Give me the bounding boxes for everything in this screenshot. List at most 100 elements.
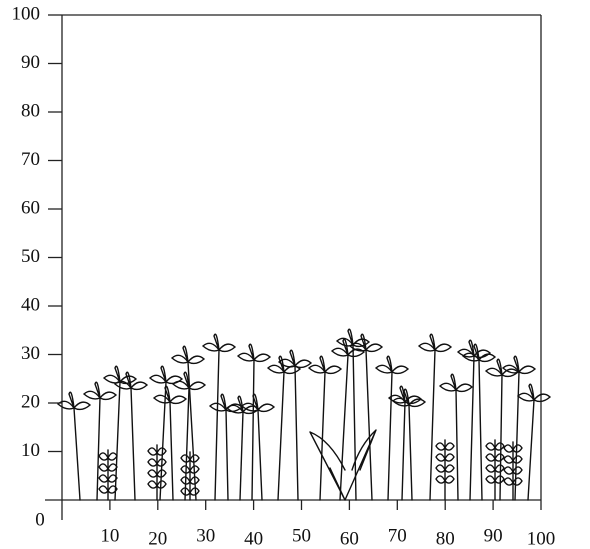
plant-stem [96, 397, 101, 501]
y-tick-label: 10 [21, 440, 40, 461]
plant-leaf [513, 355, 520, 373]
plant-leaf [494, 442, 505, 451]
plant-leaf [403, 388, 410, 406]
plant-stem [401, 401, 406, 501]
plant-leaf [501, 364, 520, 374]
plant-leaf [171, 380, 190, 390]
plant-leaf [512, 466, 523, 475]
plant-leaf [485, 453, 496, 462]
plant-leaf [107, 474, 118, 483]
x-tick-label: 10 [100, 525, 119, 546]
plant-stem [527, 399, 535, 501]
plant-leaf [503, 455, 514, 464]
plant-leaf [119, 375, 138, 385]
plant-leaf [208, 402, 227, 412]
x-tick-label: 80 [436, 528, 455, 549]
plant-leaf [278, 355, 285, 373]
plant-leaf [147, 469, 158, 478]
plant-drawing [56, 328, 552, 501]
plant-leaf [237, 395, 244, 413]
plant-stem [214, 349, 220, 501]
plant-stem [469, 355, 475, 501]
plant-leaf [330, 347, 349, 357]
plant-leaf [82, 390, 101, 400]
plant-stem [387, 371, 393, 501]
plant-leaf [152, 394, 171, 404]
y-tick-label: 40 [21, 294, 40, 315]
plant-leaf [180, 476, 191, 485]
plant-leaf [444, 453, 455, 462]
plant-leaf [107, 463, 118, 472]
plant-leaf [68, 391, 75, 409]
plant-leaf [503, 444, 514, 453]
plant-leaf [164, 385, 171, 403]
plant-leaf [147, 480, 158, 489]
plant-stem [319, 371, 326, 501]
plant-leaf [289, 349, 296, 367]
plant-leaf [456, 348, 475, 358]
plant-leaf [189, 465, 200, 474]
plant-leaf [156, 469, 167, 478]
plant-stem [73, 407, 81, 501]
plant-leaf [307, 364, 326, 374]
plant-stem [187, 361, 197, 501]
plant-leaf [391, 365, 410, 375]
plant-leaf [257, 403, 276, 413]
plant-leaf [503, 466, 514, 475]
plant-leaf [365, 343, 384, 353]
plant-leaf [56, 400, 75, 410]
plant-leaf [187, 355, 206, 365]
plant-leaf [324, 365, 343, 375]
plant-leaf [408, 398, 427, 408]
plant-leaf [494, 475, 505, 484]
plant-stem [352, 344, 357, 501]
plant-leaf [169, 395, 188, 405]
plant-leaf [319, 355, 326, 373]
plant-leaf [309, 429, 377, 501]
plant-leaf [485, 464, 496, 473]
plant-leaf [473, 343, 480, 361]
x-tick-label: 30 [196, 525, 215, 546]
plant-leaf [435, 442, 446, 451]
plant-leaf [147, 447, 158, 456]
plant-leaf [444, 475, 455, 484]
plant-leaf [348, 342, 367, 352]
plant-leaf [438, 382, 457, 392]
plant-leaf [189, 476, 200, 485]
plant-leaf [130, 381, 149, 391]
plant-leaf [485, 475, 496, 484]
plant-stem [251, 359, 255, 501]
plant-leaf [455, 383, 474, 393]
plant-leaf [98, 452, 109, 461]
plant-leaf [283, 365, 302, 375]
plant-leaf [189, 454, 200, 463]
plant-leaf [347, 328, 354, 346]
plant-leaf [213, 333, 220, 351]
plant-leaf [107, 452, 118, 461]
plant-leaf [429, 333, 436, 351]
plant-stem [239, 411, 244, 501]
plant-leaf [188, 381, 207, 391]
plant-leaf [98, 463, 109, 472]
plant-leaf [399, 385, 406, 403]
plant-leaf [496, 358, 503, 376]
plant-leaf [156, 447, 167, 456]
plant-leaf [125, 371, 132, 389]
y-tick-label: 70 [21, 149, 40, 170]
x-tick-label: 50 [292, 525, 311, 546]
plant-stem [257, 409, 263, 501]
plant-stem [169, 401, 174, 501]
plant-leaf [98, 474, 109, 483]
plant-stem [499, 374, 503, 501]
plant-leaf [156, 480, 167, 489]
plant-leaf [435, 453, 446, 462]
plant-stem [455, 389, 459, 501]
plant-leaf [113, 380, 132, 390]
x-tick-label: 40 [244, 528, 263, 549]
plant-leaf [387, 394, 406, 404]
plant-leaf [435, 475, 446, 484]
plant-leaf [374, 364, 393, 374]
plant-leaf [528, 383, 535, 401]
y-tick-label: 80 [21, 100, 40, 121]
